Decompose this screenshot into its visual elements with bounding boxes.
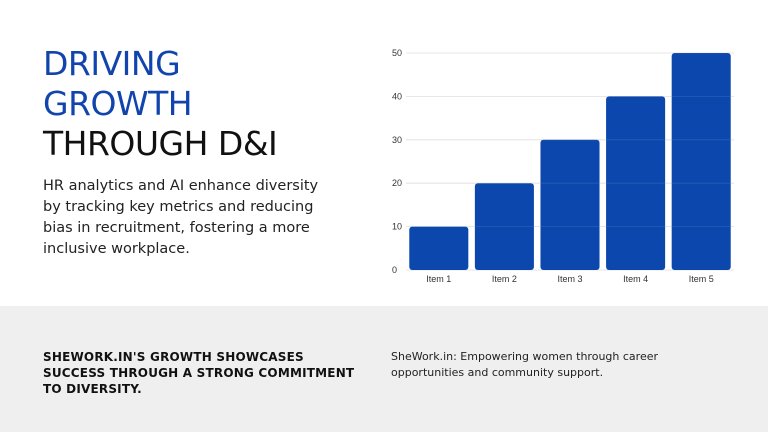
y-tick-label: 50	[392, 48, 402, 58]
bar	[540, 139, 600, 270]
bar	[409, 226, 469, 270]
page-title: DRIVING GROWTH THROUGH D&I	[43, 44, 278, 164]
x-tick-label: Item 4	[623, 274, 648, 284]
footer-panel	[0, 306, 768, 432]
title-line-2: GROWTH	[43, 84, 193, 123]
bar	[671, 53, 731, 270]
title-line-1: DRIVING	[43, 44, 181, 83]
y-tick-label: 0	[392, 265, 397, 275]
bar	[606, 96, 666, 271]
bar	[474, 183, 534, 270]
bar-chart: 0 10 20 30 40 50 Item 1 Item 2 Item 3 Item 4 Item …	[392, 48, 734, 284]
title-line-3: THROUGH D&I	[43, 124, 278, 163]
y-tick-label: 30	[392, 135, 402, 145]
x-tick-label: Item 3	[557, 274, 582, 284]
y-tick-label: 10	[392, 222, 402, 232]
x-tick-label: Item 5	[689, 274, 714, 284]
footer-tagline: SheWork.in: Empowering women through car…	[391, 350, 658, 379]
description-text: HR analytics and AI enhance diversity by…	[43, 178, 319, 257]
x-tick-label: Item 1	[426, 274, 451, 284]
y-tick-label: 20	[392, 178, 402, 188]
x-tick-label: Item 2	[492, 274, 517, 284]
footer-headline: SHEWORK.IN'S GROWTH SHOWCASES SUCCESS TH…	[43, 350, 355, 396]
y-tick-label: 40	[392, 91, 402, 101]
